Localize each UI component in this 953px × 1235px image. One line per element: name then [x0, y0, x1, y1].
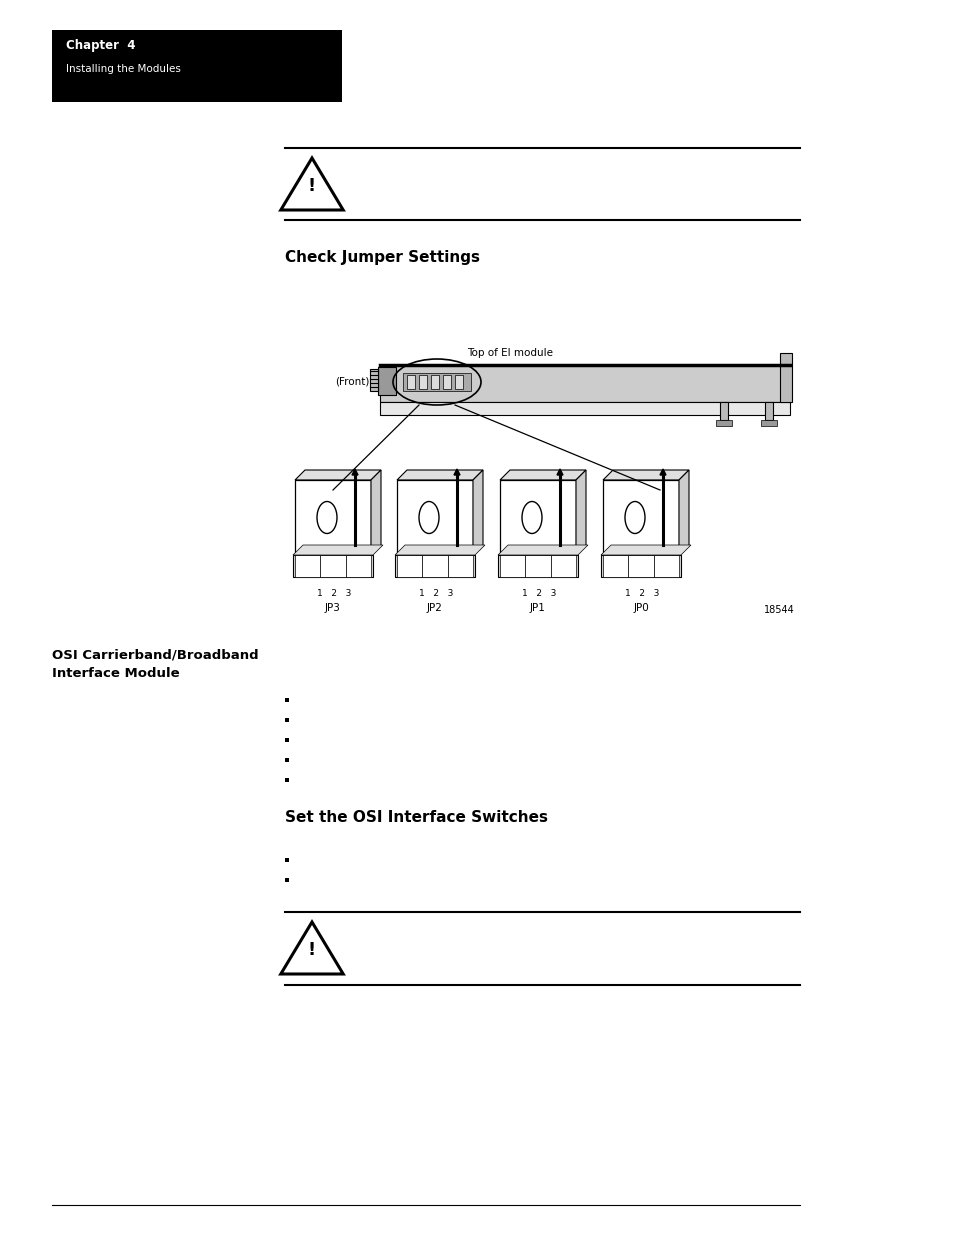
- Bar: [447, 555, 473, 577]
- Bar: [379, 403, 789, 415]
- Polygon shape: [659, 469, 665, 475]
- Text: !: !: [308, 177, 315, 195]
- Text: !: !: [308, 941, 315, 960]
- Text: 1   2   3: 1 2 3: [521, 589, 556, 598]
- Bar: [628, 555, 653, 577]
- Polygon shape: [395, 545, 484, 555]
- Text: 1   2   3: 1 2 3: [624, 589, 659, 598]
- Text: 1   2   3: 1 2 3: [418, 589, 453, 598]
- Polygon shape: [557, 469, 562, 475]
- Text: Set the OSI Interface Switches: Set the OSI Interface Switches: [285, 810, 547, 825]
- Bar: [764, 403, 772, 420]
- Text: JP1: JP1: [530, 603, 545, 613]
- Bar: [294, 480, 371, 555]
- Ellipse shape: [624, 501, 644, 534]
- Text: Top of EI module: Top of EI module: [467, 348, 553, 358]
- Bar: [720, 403, 727, 420]
- Bar: [550, 555, 576, 577]
- Bar: [379, 366, 789, 403]
- Polygon shape: [473, 471, 482, 555]
- Bar: [407, 375, 415, 389]
- Text: (Front): (Front): [335, 377, 370, 387]
- Bar: [600, 555, 680, 577]
- Polygon shape: [396, 471, 482, 480]
- Bar: [396, 480, 473, 555]
- Text: 1   2   3: 1 2 3: [316, 589, 351, 598]
- Bar: [294, 555, 320, 577]
- Polygon shape: [600, 545, 690, 555]
- Bar: [602, 480, 679, 555]
- Bar: [431, 375, 438, 389]
- Polygon shape: [497, 545, 587, 555]
- Text: Installing the Modules: Installing the Modules: [66, 64, 181, 74]
- Polygon shape: [352, 469, 357, 475]
- Bar: [422, 555, 447, 577]
- Bar: [370, 369, 377, 391]
- Bar: [602, 555, 628, 577]
- Text: JP2: JP2: [427, 603, 442, 613]
- Ellipse shape: [418, 501, 438, 534]
- Bar: [418, 375, 427, 389]
- Bar: [293, 555, 373, 577]
- Bar: [345, 555, 371, 577]
- Polygon shape: [293, 545, 382, 555]
- Bar: [442, 375, 451, 389]
- Bar: [760, 420, 776, 426]
- Bar: [780, 353, 791, 403]
- Bar: [716, 420, 731, 426]
- Text: 18544: 18544: [763, 605, 794, 615]
- Bar: [499, 480, 576, 555]
- Polygon shape: [679, 471, 688, 555]
- Bar: [377, 367, 395, 395]
- Bar: [320, 555, 345, 577]
- Bar: [396, 555, 422, 577]
- Bar: [395, 555, 475, 577]
- Polygon shape: [294, 471, 380, 480]
- Polygon shape: [499, 471, 585, 480]
- Polygon shape: [371, 471, 380, 555]
- Bar: [497, 555, 578, 577]
- Bar: [499, 555, 525, 577]
- Polygon shape: [454, 469, 459, 475]
- Bar: [653, 555, 679, 577]
- Bar: [402, 373, 471, 391]
- Text: JP0: JP0: [633, 603, 648, 613]
- Text: Check Jumper Settings: Check Jumper Settings: [285, 249, 479, 266]
- Bar: [52, 30, 341, 103]
- Text: Chapter  4: Chapter 4: [66, 40, 135, 52]
- Text: OSI Carrierband/Broadband
Interface Module: OSI Carrierband/Broadband Interface Modu…: [52, 648, 258, 680]
- Bar: [455, 375, 462, 389]
- Polygon shape: [602, 471, 688, 480]
- Ellipse shape: [521, 501, 541, 534]
- Polygon shape: [576, 471, 585, 555]
- Text: JP3: JP3: [325, 603, 340, 613]
- Bar: [525, 555, 550, 577]
- Ellipse shape: [316, 501, 336, 534]
